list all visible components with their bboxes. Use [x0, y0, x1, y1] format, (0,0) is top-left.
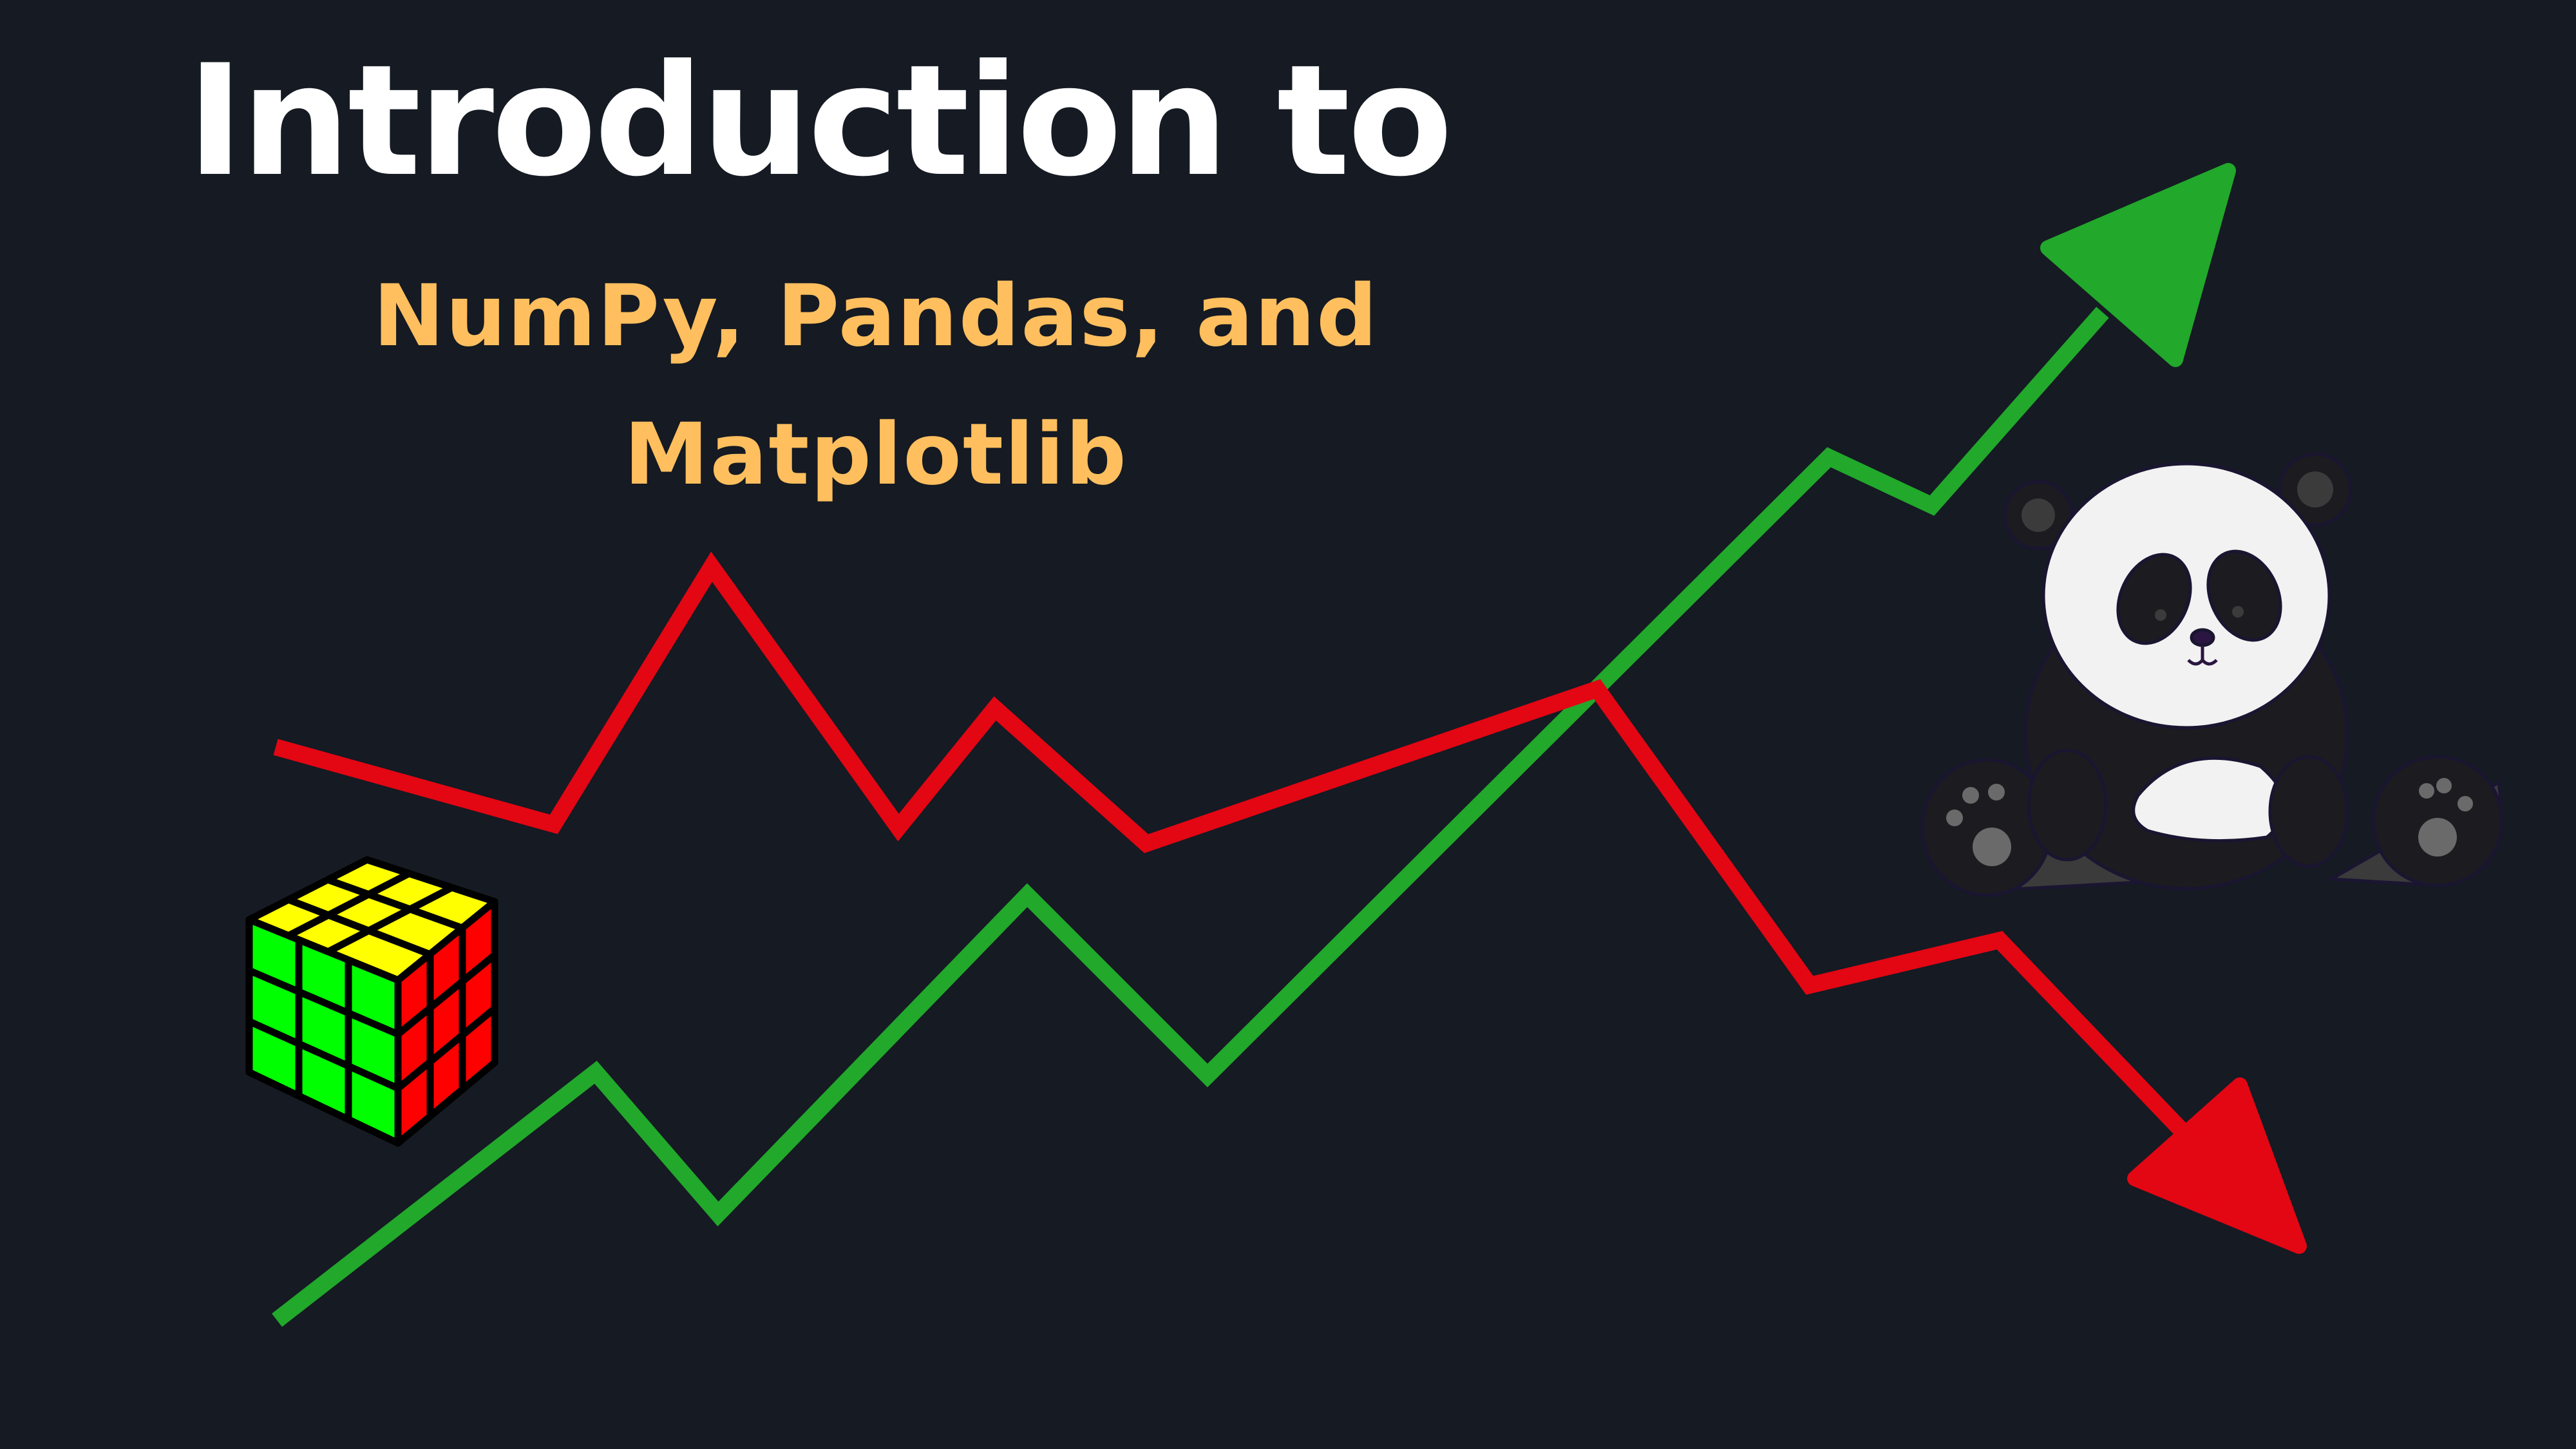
down-trend-line: [273, 551, 2222, 1171]
subtitle-line-2: Matplotlib: [623, 405, 1128, 504]
rubiks-cube-icon: [245, 856, 498, 1147]
up-trend-line: [272, 307, 2109, 1327]
up-arrow-head: [2040, 163, 2236, 367]
down-arrow-head: [2127, 1077, 2307, 1254]
page-title: Introduction to: [187, 32, 1453, 211]
subtitle-line-1: NumPy, Pandas, and: [373, 267, 1379, 366]
panda-icon: [1920, 452, 2504, 897]
